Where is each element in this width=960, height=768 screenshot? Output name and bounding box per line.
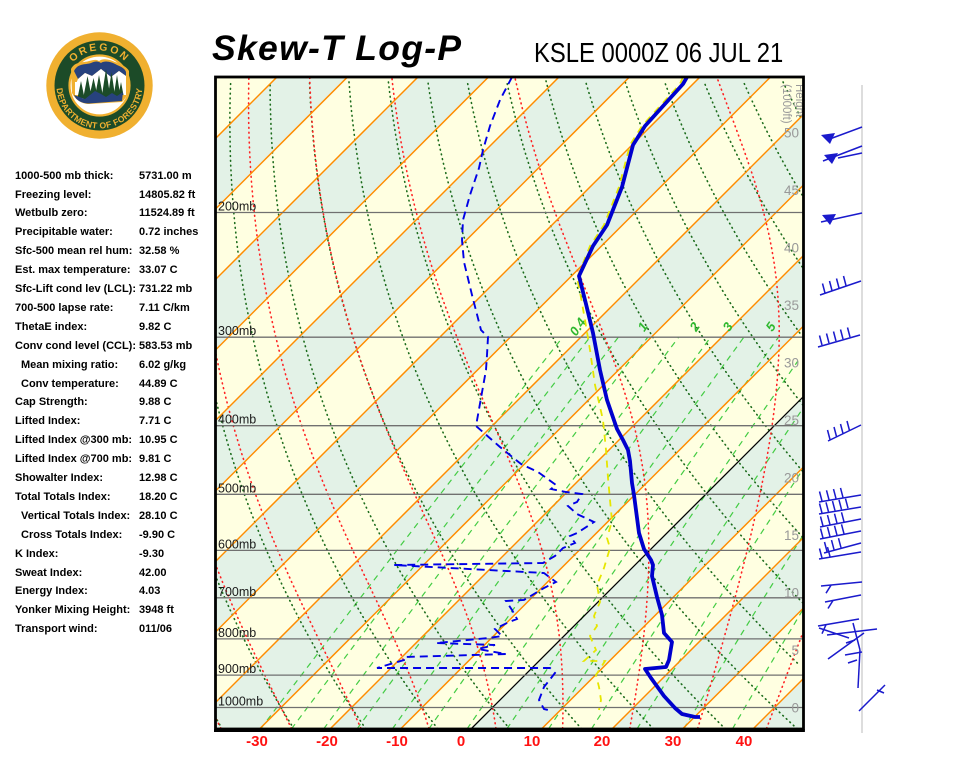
svg-text:10: 10 [524,733,541,750]
svg-text:600mb: 600mb [218,537,256,551]
svg-text:25: 25 [784,413,799,428]
svg-text:1000mb: 1000mb [218,695,263,709]
svg-text:800mb: 800mb [218,626,256,640]
svg-text:35: 35 [784,298,799,313]
svg-text:45: 45 [784,183,799,198]
svg-text:-30: -30 [246,733,268,750]
svg-text:Height: Height [793,84,805,118]
svg-text:40: 40 [784,241,799,256]
svg-text:500mb: 500mb [218,481,256,495]
svg-text:400mb: 400mb [218,413,256,427]
svg-text:5: 5 [791,643,799,658]
svg-text:0: 0 [457,733,465,750]
svg-text:-10: -10 [386,733,408,750]
svg-text:-20: -20 [316,733,338,750]
svg-text:10: 10 [784,586,799,601]
svg-text:(1000ft): (1000ft) [780,84,792,124]
svg-text:200mb: 200mb [218,200,256,214]
svg-text:30: 30 [665,733,682,750]
svg-text:700mb: 700mb [218,585,256,599]
svg-text:900mb: 900mb [218,662,256,676]
svg-text:0: 0 [791,701,799,716]
svg-text:40: 40 [736,733,753,750]
svg-text:15: 15 [784,528,799,543]
svg-text:300mb: 300mb [218,324,256,338]
svg-text:20: 20 [594,733,611,750]
svg-text:50: 50 [784,126,799,141]
svg-text:20: 20 [784,471,799,486]
svg-text:30: 30 [784,356,799,371]
